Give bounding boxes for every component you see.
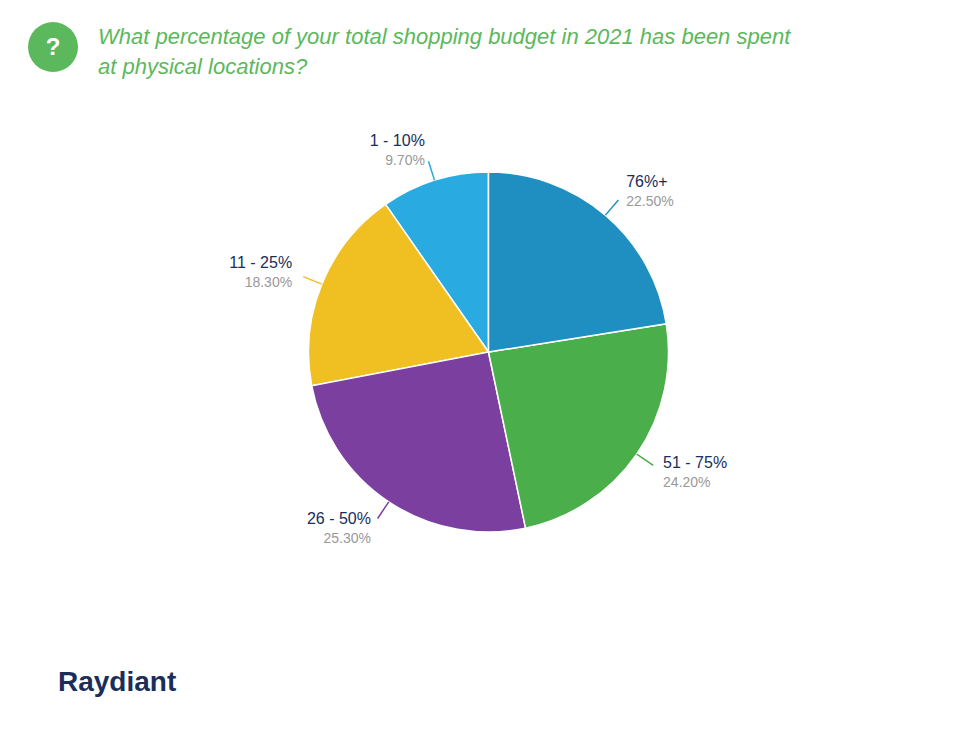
html-text:What percentage of your total: What percentage of your total shopping b…: [98, 24, 791, 79]
svg-text:22.50%: 22.50%: [626, 193, 673, 209]
svg-text:76%+: 76%+: [626, 173, 667, 190]
svg-text:26 - 50%: 26 - 50%: [307, 510, 371, 527]
svg-text:18.30%: 18.30%: [245, 274, 292, 290]
svg-text:25.30%: 25.30%: [324, 530, 371, 546]
svg-text:51 - 75%: 51 - 75%: [663, 454, 727, 471]
svg-text:9.70%: 9.70%: [385, 152, 425, 168]
html-text:Raydiant: Raydiant: [58, 666, 177, 697]
svg-text:11 - 25%: 11 - 25%: [229, 254, 292, 271]
svg-text:24.20%: 24.20%: [663, 474, 710, 490]
svg-text:1 - 10%: 1 - 10%: [370, 132, 425, 149]
